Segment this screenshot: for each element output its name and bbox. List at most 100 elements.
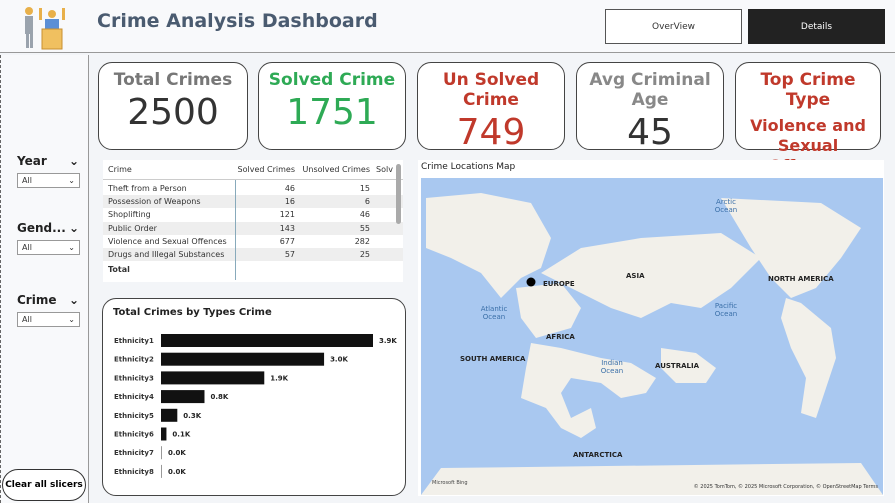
chevron-down-icon: ⌄ <box>68 315 75 324</box>
kpi-value: 749 <box>456 112 526 153</box>
map-label: EUROPE <box>543 280 575 288</box>
table-row[interactable]: Theft from a Person 46 15 <box>103 182 403 196</box>
col-header-solved[interactable]: Solved Crimes <box>237 165 295 174</box>
bar[interactable] <box>161 408 178 422</box>
cell-unsolved: 6 <box>364 197 370 207</box>
bar[interactable] <box>161 464 162 478</box>
bar-chart: Ethnicity1 3.9K Ethnicity2 3.0K Ethnicity3 1.… <box>114 334 397 478</box>
kpi-title: Solved Crime <box>268 70 396 90</box>
map-label: AFRICA <box>546 333 575 341</box>
cell-unsolved: 15 <box>359 184 370 194</box>
data-label: 0.3K <box>183 412 201 420</box>
kpi-title: Total Crimes <box>113 70 233 90</box>
table-row[interactable]: Drugs and Illegal Substances 57 25 <box>103 247 403 262</box>
data-label: 0.1K <box>172 431 190 439</box>
bar[interactable] <box>161 390 205 404</box>
kpi-value: 2500 <box>127 92 219 133</box>
cell-crime: Public Order <box>108 223 157 233</box>
kpi-card: Solved Crime 1751 <box>258 62 406 150</box>
vertical-scrollbar[interactable] <box>396 164 401 224</box>
bar[interactable] <box>161 352 325 366</box>
data-label: 0.8K <box>210 393 228 401</box>
gender-dropdown[interactable]: All ⌄ <box>17 240 80 255</box>
crime-location-marker[interactable] <box>526 277 536 287</box>
data-label: 0.0K <box>168 468 186 476</box>
landmass <box>426 193 551 298</box>
logo-icon <box>25 7 65 50</box>
year-slicer[interactable]: Year ⌄ All ⌄ <box>17 154 80 188</box>
crime-locations-map[interactable]: Crime Locations Map NORTH AMERICA EUROPE… <box>418 160 884 496</box>
data-label: 0.0K <box>168 449 186 457</box>
column-divider <box>235 180 236 280</box>
slicer-label: Crime <box>17 293 57 307</box>
ocean-label: Indian Ocean <box>600 359 624 375</box>
cell-crime: Theft from a Person <box>108 184 187 194</box>
slicer-label: Year <box>17 154 47 168</box>
year-dropdown[interactable]: All ⌄ <box>17 173 80 188</box>
category-label: Ethnicity4 <box>114 393 154 401</box>
category-label: Ethnicity3 <box>114 374 154 382</box>
gender-slicer[interactable]: Gend... ⌄ All ⌄ <box>17 221 80 255</box>
crime-slicer[interactable]: Crime ⌄ All ⌄ <box>17 293 80 327</box>
bar[interactable] <box>161 427 167 441</box>
col-header-solv[interactable]: Solv <box>376 165 393 174</box>
map-canvas[interactable] <box>421 178 883 495</box>
category-label: Ethnicity1 <box>114 337 154 345</box>
cell-unsolved: 282 <box>354 236 370 246</box>
overview-button[interactable]: OverView <box>605 9 742 44</box>
kpi-card: Un Solved Crime 749 <box>417 62 565 153</box>
clear-all-slicers-button[interactable]: Clear all slicers <box>2 469 86 501</box>
landmass <box>661 348 716 383</box>
kpi-value: 45 <box>627 112 673 153</box>
table-row[interactable]: Shoplifting 121 46 <box>103 208 403 222</box>
bing-logo: Microsoft Bing <box>432 480 468 486</box>
col-header-crime[interactable]: Crime <box>108 165 132 174</box>
cell-crime: Shoplifting <box>108 210 151 220</box>
crime-table: Crime Solved Crimes Unsolved Crimes Solv Th… <box>103 160 403 282</box>
table-row[interactable]: Violence and Sexual Offences 677 282 <box>103 234 403 248</box>
map-label: SOUTH AMERICA <box>460 355 526 363</box>
table-row[interactable]: Possession of Weapons 16 6 <box>103 195 403 209</box>
data-label: 1.9K <box>270 374 288 382</box>
kpi-title: Top Crime Type <box>760 70 856 110</box>
cell-solved: 46 <box>284 184 295 194</box>
cell-unsolved: 25 <box>359 250 370 260</box>
ocean-label: Atlantic Ocean <box>480 305 508 321</box>
kpi-value: 1751 <box>286 92 378 133</box>
chevron-down-icon[interactable]: ⌄ <box>68 154 79 168</box>
category-label: Ethnicity2 <box>114 356 154 364</box>
bar[interactable] <box>161 334 373 347</box>
cell-crime: Drugs and Illegal Substances <box>108 250 225 260</box>
map-label: NORTH AMERICA <box>768 275 834 283</box>
category-label: Ethnicity6 <box>114 431 154 439</box>
details-button[interactable]: Details <box>748 9 885 44</box>
chevron-down-icon[interactable]: ⌄ <box>68 221 79 235</box>
landmass <box>781 298 836 418</box>
cell-solved: 121 <box>279 210 295 220</box>
chevron-down-icon[interactable]: ⌄ <box>68 293 79 307</box>
data-label: 3.9K <box>379 337 397 345</box>
col-header-unsolved[interactable]: Unsolved Crimes <box>302 165 370 174</box>
slicer-panel: Year ⌄ All ⌄ Gend... ⌄ All ⌄ Crime ⌄ All ⌄ <box>0 55 89 503</box>
header: Crime Analysis Dashboard OverView Detail… <box>0 0 895 53</box>
bar[interactable] <box>161 371 265 385</box>
category-label: Ethnicity7 <box>114 449 154 457</box>
table-row[interactable]: Public Order 143 55 <box>103 221 403 235</box>
map-label: ASIA <box>626 272 645 280</box>
data-label: 3.0K <box>330 356 348 364</box>
crime-dropdown[interactable]: All ⌄ <box>17 312 80 327</box>
bar[interactable] <box>161 446 162 460</box>
landmass <box>541 233 761 318</box>
cell-solved: 677 <box>279 236 295 246</box>
chevron-down-icon: ⌄ <box>68 243 75 252</box>
landmass <box>421 463 883 495</box>
kpi-card: Total Crimes 2500 <box>98 62 248 150</box>
page-title: Crime Analysis Dashboard <box>97 10 378 32</box>
map-title: Crime Locations Map <box>421 162 516 172</box>
map-label: AUSTRALIA <box>655 362 699 370</box>
kpi-card: Avg Criminal Age 45 <box>576 62 724 153</box>
bar-chart-card: Total Crimes by Types Crime Ethnicity1 3.… <box>102 298 406 496</box>
cell-crime: Possession of Weapons <box>108 197 201 207</box>
map-attribution[interactable]: © 2025 TomTom, © 2025 Microsoft Corporat… <box>693 484 878 490</box>
